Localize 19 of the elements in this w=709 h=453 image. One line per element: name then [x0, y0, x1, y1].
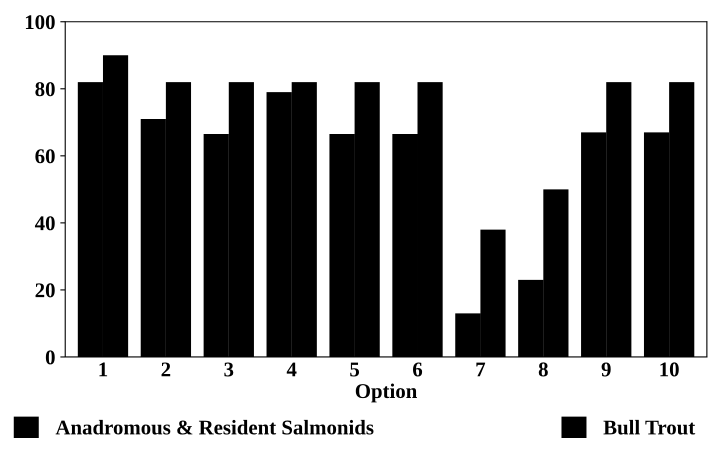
x-tick-label: 9: [602, 362, 611, 376]
legend-label: Bull Trout: [603, 420, 696, 435]
x-axis-title: Option: [356, 383, 417, 402]
y-tick-label: 0: [46, 350, 55, 364]
x-tick-label: 3: [224, 362, 234, 376]
x-tick-label: 10: [660, 362, 679, 376]
y-tick-label: 100: [26, 15, 55, 30]
x-tick-label: 2: [162, 362, 170, 376]
x-tick-label: 6: [413, 362, 422, 376]
y-tick-label: 60: [35, 149, 55, 164]
x-tick-label: 5: [350, 362, 360, 376]
x-tick-label: 1: [99, 362, 108, 376]
x-tick-label: 4: [286, 362, 297, 376]
legend-label: Anadromous & Resident Salmonids: [56, 420, 374, 435]
y-tick-label: 80: [35, 82, 55, 96]
y-tick-label: 40: [34, 216, 55, 230]
y-tick-label: 20: [36, 283, 55, 298]
x-tick-label: 7: [476, 362, 486, 376]
x-tick-label: 8: [538, 362, 548, 376]
